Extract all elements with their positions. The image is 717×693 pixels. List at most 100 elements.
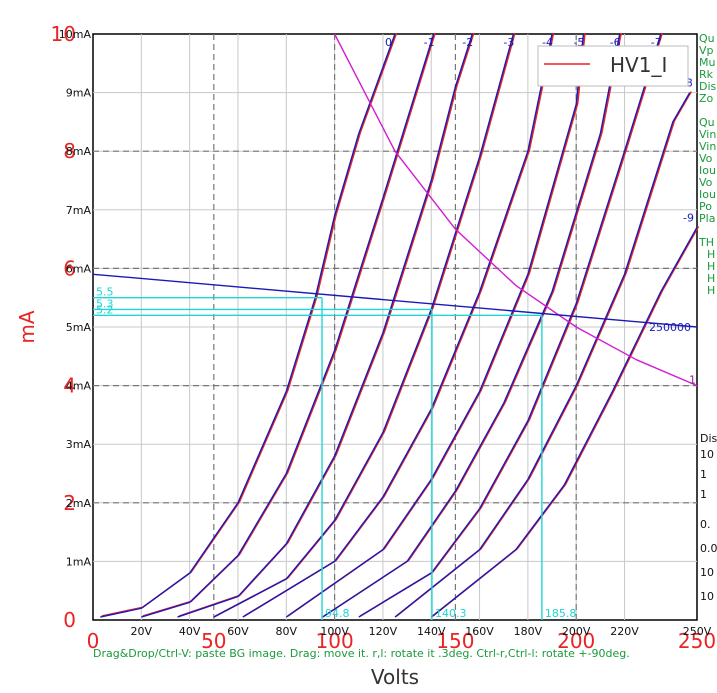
y-tick-minor-label: 1mA	[66, 555, 92, 568]
curve-label: -5	[573, 36, 584, 49]
side-label: 0.0	[700, 542, 717, 555]
x-tick-minor-label: 80V	[276, 625, 298, 638]
curve-label: -1	[424, 36, 435, 49]
y-tick-minor-label: 9mA	[66, 87, 92, 100]
y-tick-major-label: 8	[63, 139, 76, 163]
x-tick-minor-label: 200V	[562, 625, 591, 638]
legend-box	[537, 45, 689, 87]
curve-model-8	[394, 92, 691, 618]
side-label: Rk	[699, 68, 714, 81]
side-label: Vp	[699, 44, 714, 57]
y-tick-major-label: 10	[51, 22, 76, 46]
x-tick-major-label: 100	[316, 629, 354, 653]
y-tick-major-label: 2	[63, 491, 76, 515]
side-label: Vo	[699, 176, 713, 189]
side-label: Vin	[699, 128, 716, 141]
y-tick-minor-label: 3mA	[66, 438, 92, 451]
curve-model-6	[322, 33, 621, 618]
side-label: Pla	[699, 212, 715, 225]
curve-model-2	[177, 33, 473, 618]
side-label: Mu	[699, 56, 715, 69]
y-tick-major-label: 0	[63, 608, 76, 632]
x-tick-major-label: 0	[87, 629, 100, 653]
curve-model-3	[213, 33, 515, 618]
curve-model-0	[100, 33, 396, 618]
side-label: 1	[700, 488, 707, 501]
side-label: Dis	[699, 80, 717, 93]
y-tick-minor-label: 6mA	[66, 262, 92, 275]
x-tick-major-label: 200	[557, 629, 595, 653]
x-tick-minor-label: 20V	[131, 625, 153, 638]
curve-label: -3	[503, 36, 514, 49]
y-tick-minor-label: 10mA	[59, 28, 92, 41]
side-label: 10	[700, 590, 714, 603]
side-label: 10	[700, 448, 714, 461]
curve-label: -9	[683, 212, 694, 225]
y-tick-major-label: 4	[63, 374, 76, 398]
curve-model-9	[430, 227, 698, 618]
side-label: Vo	[699, 152, 713, 165]
y-tick-minor-label: 7mA	[66, 204, 92, 217]
side-label: Vin	[699, 140, 716, 153]
x-tick-minor-label: 40V	[179, 625, 201, 638]
marker-x-label: 185.8	[545, 607, 577, 620]
side-label: H	[707, 248, 715, 261]
side-label: H	[707, 272, 715, 285]
side-label: TH	[698, 236, 714, 249]
side-label: 1	[700, 468, 707, 481]
curve-model-5	[285, 33, 585, 618]
x-tick-minor-label: 220V	[610, 625, 639, 638]
y-tick-minor-label: 4mA	[66, 380, 92, 393]
side-label: H	[707, 284, 715, 297]
x-tick-minor-label: 120V	[369, 625, 398, 638]
y-axis-title: mA	[15, 310, 39, 343]
x-tick-minor-label: 140V	[417, 625, 446, 638]
marker-y-label: 5.3	[96, 297, 114, 310]
x-tick-minor-label: 180V	[514, 625, 543, 638]
x-tick-minor-label: 160V	[465, 625, 494, 638]
side-label: 0.	[700, 518, 711, 531]
marker-y-label: 5.5	[96, 286, 114, 299]
x-tick-major-label: 250	[678, 629, 716, 653]
load-line-label: 250000	[649, 321, 691, 334]
side-label: Dis	[700, 432, 717, 445]
legend-label: HV1_I	[610, 53, 667, 77]
curve-label: -4	[542, 36, 553, 49]
y-tick-major-label: 6	[63, 256, 76, 280]
curve-label: -7	[651, 36, 662, 49]
x-tick-major-label: 150	[436, 629, 474, 653]
side-label: Qu	[699, 32, 715, 45]
overlay-lines	[92, 33, 698, 620]
side-label: H	[707, 260, 715, 273]
curve-label: -2	[462, 36, 473, 49]
y-tick-minor-label: 5mA	[66, 321, 92, 334]
x-tick-minor-label: 100V	[320, 625, 349, 638]
x-tick-minor-label: 60V	[227, 625, 249, 638]
curve-model-4	[242, 33, 553, 618]
footer-hint: Drag&Drop/Ctrl-V: paste BG image. Drag: …	[93, 647, 630, 660]
side-label: Zo	[699, 92, 714, 105]
curve-model-1	[141, 33, 435, 618]
marker-x-label: 94.8	[325, 607, 350, 620]
x-axis-title: Volts	[371, 665, 419, 689]
side-label: Iou	[699, 164, 716, 177]
curve-model-7	[358, 33, 662, 618]
load-line	[92, 273, 698, 328]
marker-x-label: 140.3	[435, 607, 467, 620]
curve-label: 0	[385, 36, 392, 49]
side-label: 10	[700, 566, 714, 579]
power-curve-label: 1	[689, 374, 696, 387]
power-curve	[333, 33, 698, 387]
x-tick-minor-label: 250V	[683, 625, 712, 638]
plot-series	[100, 32, 700, 618]
y-tick-minor-label: 8mA	[66, 145, 92, 158]
x-tick-major-label: 50	[201, 629, 226, 653]
curve-label: -6	[610, 36, 621, 49]
side-label: Iou	[699, 188, 716, 201]
y-tick-minor-label: 2mA	[66, 497, 92, 510]
marker-y-label: 5.2	[96, 303, 114, 316]
side-label: Po	[699, 200, 712, 213]
labels: 94.8 140.3 185.85.55.35.20 50 100 150 200 25020…	[15, 22, 717, 689]
side-label: Qu	[699, 116, 715, 129]
